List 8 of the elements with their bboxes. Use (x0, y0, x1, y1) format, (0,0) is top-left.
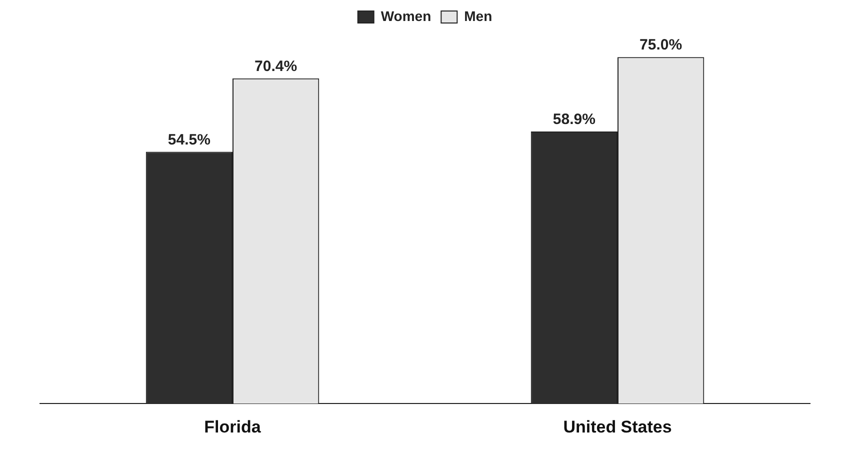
data-label: 54.5% (168, 131, 210, 148)
data-label: 58.9% (552, 111, 596, 128)
data-label: 70.4% (254, 58, 298, 75)
legend-label: Men (464, 8, 492, 24)
legend-label: Women (380, 8, 432, 24)
x-tick-label: United States (563, 417, 672, 436)
x-tick-label: Florida (204, 417, 262, 436)
data-label: 75.0% (640, 36, 682, 54)
